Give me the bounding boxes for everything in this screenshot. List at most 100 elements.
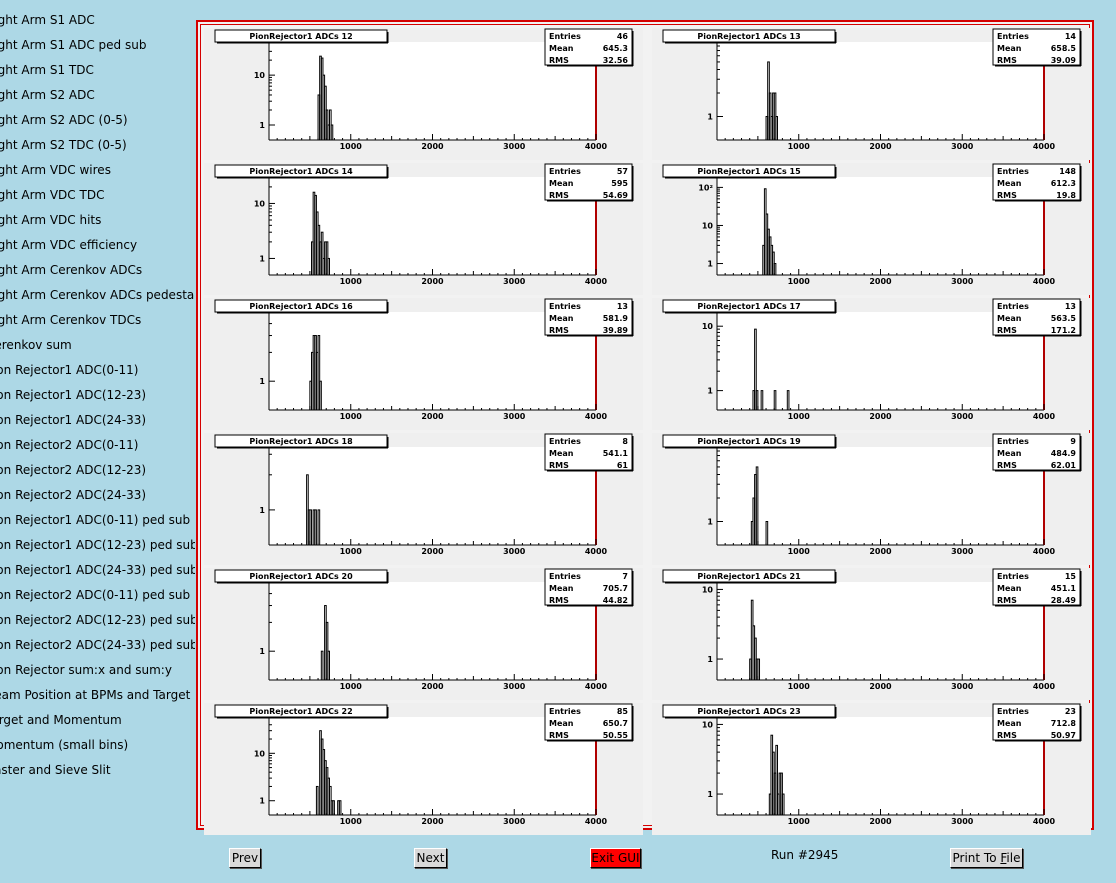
x-tick-label: 4000 (585, 682, 608, 691)
histogram-list-item[interactable]: Cerenkov sum (0, 335, 195, 355)
histogram-list-item[interactable]: Pion Rejector2 ADC(0-11) ped sub (0, 585, 195, 605)
histogram-list-item[interactable]: Pion Rejector1 ADC(0-11) (0, 360, 195, 380)
histogram-list-item-label: Pion Rejector1 ADC(24-33) (0, 413, 147, 427)
histogram-list-item[interactable]: Raster and Sieve Slit (0, 760, 195, 780)
stats-value-mean: 541.1 (603, 449, 629, 458)
histogram-list-item[interactable]: Right Arm S2 TDC (0-5) (0, 135, 195, 155)
histogram-list-item-label: Target and Momentum (0, 713, 122, 727)
y-tick-label: 1 (707, 260, 713, 269)
x-tick-label: 1000 (340, 682, 363, 691)
histogram-list-item[interactable]: Pion Rejector1 ADC(12-23) (0, 385, 195, 405)
stats-value-mean: 451.1 (1051, 584, 1077, 593)
histogram-plot: 1000 2000 3000 4000 10 1 PionRejector1 ADCs 21… (662, 568, 1082, 691)
stats-value-mean: 645.3 (603, 44, 628, 53)
histogram-list-item[interactable]: Right Arm VDC efficiency (0, 235, 195, 255)
histogram-list-item[interactable]: Pion Rejector1 ADC(12-23) ped sub (0, 535, 195, 555)
histogram-bin (320, 231, 324, 276)
histogram-list-item[interactable]: Beam Position at BPMs and Target (0, 685, 195, 705)
print-to-file-button[interactable]: Print To File (950, 848, 1023, 868)
stats-label-mean: Mean (549, 584, 574, 593)
stats-value-rms: 19.8 (1056, 191, 1076, 200)
histogram-list-item[interactable]: Pion Rejector1 ADC(24-33) (0, 410, 195, 430)
prev-button[interactable]: Prev (229, 848, 261, 868)
stats-value-entries: 15 (1065, 572, 1077, 581)
histogram-title-box (214, 299, 388, 313)
stats-value-mean: 712.8 (1051, 719, 1077, 728)
exit-gui-button[interactable]: Exit GUI (590, 848, 641, 868)
histogram-pad: 1000 2000 3000 4000 10² 10 1 PionRejector1 ADCs… (652, 163, 1091, 295)
y-tick-label: 10 (702, 585, 714, 594)
x-tick-label: 4000 (585, 547, 608, 556)
histogram-list-item[interactable]: Pion Rejector2 ADC(12-23) (0, 460, 195, 480)
histogram-bin (327, 650, 330, 681)
stats-value-rms: 50.55 (603, 731, 629, 740)
histogram-list-item[interactable]: Right Arm S1 ADC (0, 10, 195, 30)
stats-label-rms: RMS (997, 461, 1017, 470)
y-tick-label: 1 (259, 506, 265, 515)
plot-area (717, 582, 1044, 680)
y-tick-label: 1 (707, 387, 713, 396)
histogram-list-item[interactable]: Pion Rejector1 ADC(24-33) ped sub (0, 560, 195, 580)
histogram-list-item[interactable]: Right Arm Cerenkov ADCs (0, 260, 195, 280)
histogram-title-box (214, 434, 388, 448)
y-tick-label: 1 (259, 254, 265, 263)
stats-box (992, 28, 1081, 66)
histogram-list-item[interactable]: Right Arm S1 TDC (0, 60, 195, 80)
x-tick-label: 1000 (788, 547, 811, 556)
x-tick-label: 3000 (503, 412, 526, 421)
histogram-list-item[interactable]: Pion Rejector2 ADC(24-33) (0, 485, 195, 505)
histogram-list-item[interactable]: Right Arm S2 ADC (0, 85, 195, 105)
next-button[interactable]: Next (414, 848, 447, 868)
plot-area (717, 177, 1044, 275)
stats-box (544, 703, 633, 741)
y-tick-label: 1 (259, 121, 265, 130)
histogram-plot: 1000 2000 3000 4000 1 PionRejector1 ADCs 18 En… (214, 433, 634, 556)
x-tick-label: 3000 (503, 682, 526, 691)
histogram-list-item[interactable]: Pion Rejector2 ADC(12-23) ped sub (0, 610, 195, 630)
stats-box (544, 163, 633, 201)
histogram-plot: 1000 2000 3000 4000 10 1 PionRejector1 ADCs 17… (662, 298, 1082, 421)
stats-value-entries: 9 (1070, 437, 1076, 446)
x-tick-label: 4000 (1033, 412, 1056, 421)
histogram-list-item[interactable]: Right Arm S1 ADC ped sub (0, 35, 195, 55)
histogram-list-item-label: Raster and Sieve Slit (0, 763, 111, 777)
histogram-list-item[interactable]: Pion Rejector2 ADC(24-33) ped sub (0, 635, 195, 655)
x-tick-label: 3000 (951, 682, 974, 691)
histogram-list-item[interactable]: Right Arm S2 ADC (0-5) (0, 110, 195, 130)
x-tick-label: 3000 (951, 412, 974, 421)
histogram-bin (327, 257, 330, 276)
stats-label-entries: Entries (997, 167, 1029, 176)
stats-value-mean: 612.3 (1051, 179, 1076, 188)
histogram-list-item[interactable]: Right Arm Cerenkov ADCs pedestal sub (0, 285, 195, 305)
histogram-bin (786, 390, 790, 411)
plot-area (717, 312, 1044, 410)
x-tick-label: 3000 (503, 817, 526, 826)
histogram-list-item[interactable]: Right Arm VDC hits (0, 210, 195, 230)
histogram-plot: 1000 2000 3000 4000 10 1 PionRejector1 ADCs 23… (662, 703, 1082, 826)
histogram-list-item[interactable]: Pion Rejector sum:x and sum:y (0, 660, 195, 680)
stats-value-entries: 14 (1065, 32, 1077, 41)
histogram-bin (315, 785, 319, 816)
histogram-title: PionRejector1 ADCs 23 (697, 707, 800, 716)
stats-value-rms: 39.09 (1051, 56, 1077, 65)
histogram-list-item[interactable]: Right Arm VDC TDC (0, 185, 195, 205)
histogram-list-item-label: Right Arm Cerenkov ADCs (0, 263, 143, 277)
histogram-title-box (662, 434, 836, 448)
histogram-list-item[interactable]: Pion Rejector2 ADC(0-11) (0, 435, 195, 455)
x-tick-label: 1000 (340, 817, 363, 826)
histogram-list-item[interactable]: Target and Momentum (0, 710, 195, 730)
histogram-list-item[interactable]: Momentum (small bins) (0, 735, 195, 755)
histogram-list-item[interactable]: Right Arm Cerenkov TDCs (0, 310, 195, 330)
stats-label-rms: RMS (549, 596, 569, 605)
stats-label-entries: Entries (549, 437, 581, 446)
x-tick-label: 1000 (340, 142, 363, 151)
histogram-plot: 1000 2000 3000 4000 1 PionRejector1 ADCs 16 En… (214, 298, 634, 421)
x-tick-label: 3000 (951, 817, 974, 826)
histogram-list-item-label: Pion Rejector1 ADC(12-23) ped sub (0, 538, 195, 552)
histogram-list-item[interactable]: Right Arm VDC wires (0, 160, 195, 180)
histogram-pad: 1000 2000 3000 4000 1 PionRejector1 ADCs 18 En… (204, 433, 643, 565)
histogram-list-item-label: Pion Rejector1 ADC(24-33) ped sub (0, 563, 195, 577)
histogram-bin (755, 390, 759, 411)
histogram-list-item[interactable]: Pion Rejector1 ADC(0-11) ped sub (0, 510, 195, 530)
histogram-list-item-label: Right Arm Cerenkov TDCs (0, 313, 142, 327)
